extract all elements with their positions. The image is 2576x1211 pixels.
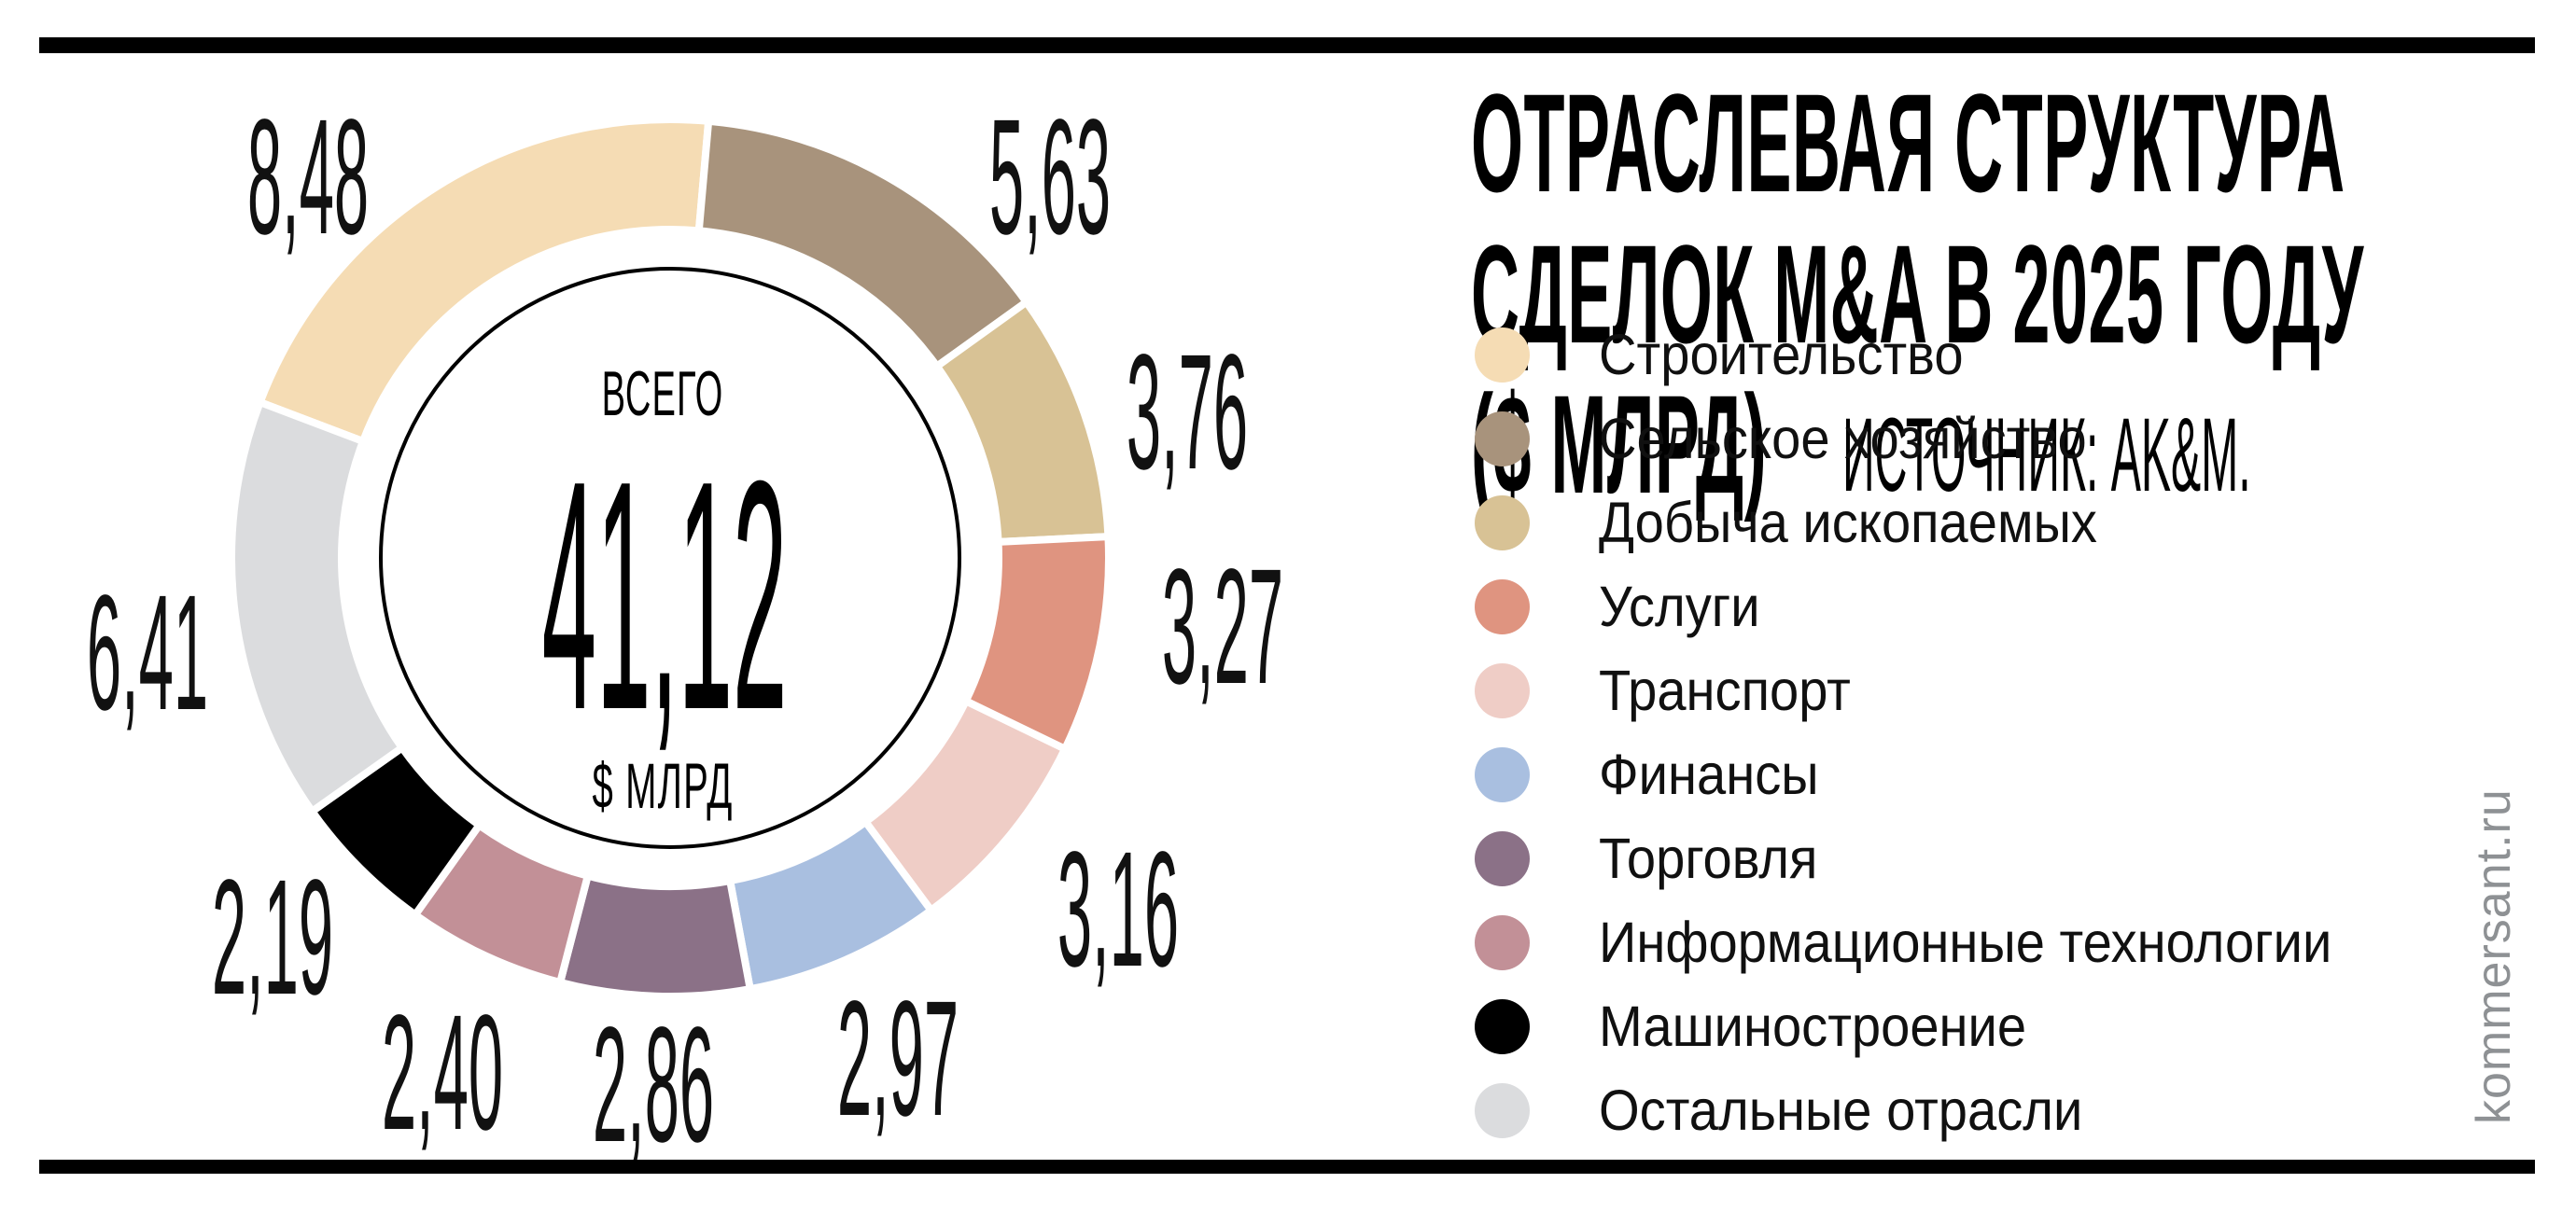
legend-item: Транспорт (1475, 648, 2396, 732)
segment-value-label: 8,48 (246, 86, 370, 269)
legend-item-label: Строительство (1599, 322, 1964, 386)
donut-segments-group (228, 116, 1113, 1000)
legend-item: Добыча ископаемых (1475, 480, 2396, 564)
center-circle-outline (379, 267, 961, 849)
top-rule (39, 37, 2535, 53)
legend-item: Финансы (1475, 732, 2396, 816)
legend-item-label: Остальные отрасли (1599, 1078, 2083, 1142)
segment-value-label: 2,19 (211, 846, 334, 1029)
legend-swatch (1475, 914, 1530, 970)
legend-item-label: Сельское хозяйство (1599, 406, 2087, 470)
legend-swatch (1475, 578, 1530, 634)
legend-swatch (1475, 998, 1530, 1054)
segment-value-label: 3,76 (1126, 321, 1249, 504)
legend-item-label: Торговля (1599, 826, 1818, 890)
legend: Строительство Сельское хозяйство Добыча ис… (1475, 313, 2396, 1152)
legend-item: Торговля (1475, 816, 2396, 900)
donut-total-unit: $ МЛРД (592, 750, 734, 822)
segment-value-label: 2,40 (381, 981, 504, 1164)
legend-item-label: Машиностроение (1599, 994, 2027, 1058)
legend-item: Информационные технологии (1475, 900, 2396, 984)
legend-swatch (1475, 746, 1530, 802)
donut-segment (694, 117, 1032, 372)
legend-swatch (1475, 411, 1530, 466)
legend-swatch (1475, 830, 1530, 886)
segment-value-label: 2,97 (836, 967, 959, 1150)
legend-swatch (1475, 494, 1530, 550)
legend-item: Остальные отрасли (1475, 1068, 2396, 1152)
donut-segment (555, 870, 755, 1000)
legend-item: Строительство (1475, 313, 2396, 397)
legend-item-label: Транспорт (1599, 658, 1851, 722)
bottom-rule (39, 1160, 2535, 1174)
segment-value-label: 3,16 (1057, 818, 1180, 1001)
segment-value-label: 2,86 (592, 994, 715, 1176)
legend-swatch (1475, 1082, 1530, 1138)
chart-title-line1: ОТРАСЛЕВАЯ СТРУКТУРА (1471, 64, 2345, 221)
donut-center-caption: ВСЕГО (601, 358, 724, 429)
legend-item-label: Добыча ископаемых (1599, 490, 2097, 554)
kommersant-watermark: kommersant.ru (2467, 788, 2521, 1124)
donut-total-value: 41,12 (541, 413, 788, 778)
legend-swatch (1475, 327, 1530, 383)
segment-value-label: 3,27 (1161, 536, 1284, 718)
legend-item-label: Услуги (1599, 574, 1760, 638)
legend-item-label: Финансы (1599, 742, 1819, 806)
legend-item: Сельское хозяйство (1475, 397, 2396, 480)
donut-segment (228, 397, 408, 817)
legend-item: Услуги (1475, 564, 2396, 648)
legend-item: Машиностроение (1475, 984, 2396, 1068)
segment-value-label: 6,41 (86, 562, 209, 745)
segment-value-label: 5,63 (988, 86, 1112, 269)
source-label: ИСТОЧНИК: AK&M. (1842, 397, 2251, 513)
legend-item-label: Информационные технологии (1599, 910, 2332, 974)
chart-title-line2: СДЕЛОК M&A В 2025 ГОДУ (1471, 216, 2364, 372)
legend-swatch (1475, 662, 1530, 718)
